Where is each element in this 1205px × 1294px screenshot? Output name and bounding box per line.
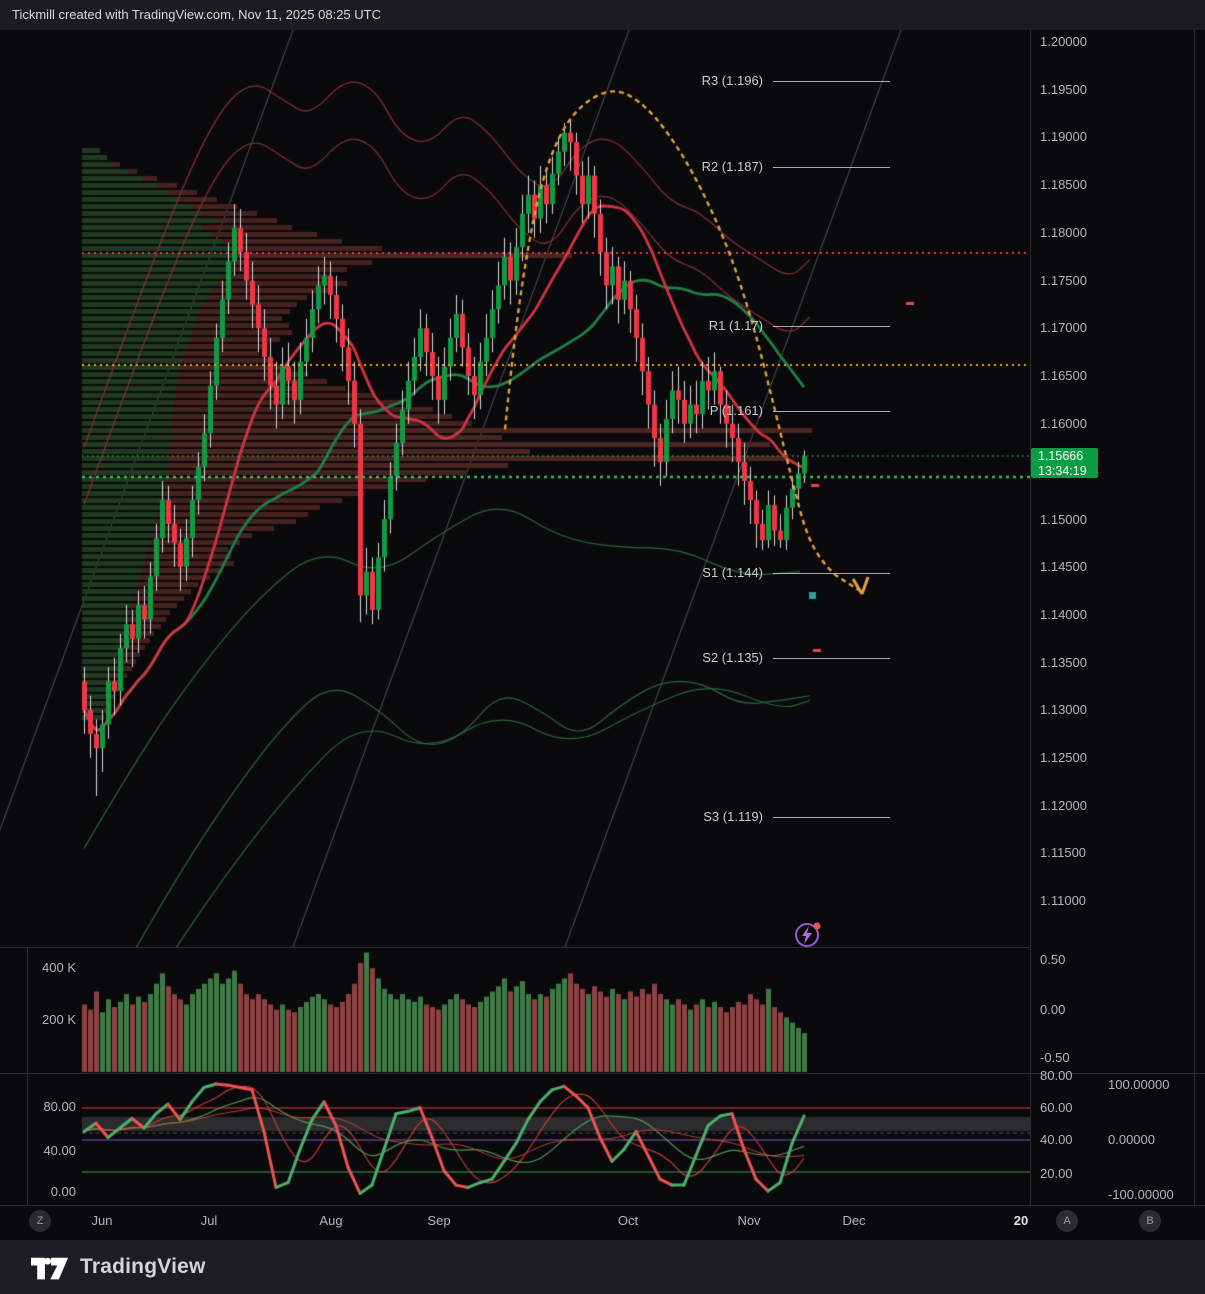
lightning-icon — [795, 922, 821, 947]
footer-bar: TradingView — [0, 1240, 1205, 1294]
price-axis-label: 1.11000 — [1040, 893, 1087, 908]
pivot-line — [773, 817, 890, 818]
volume-right-scale-label: 0.50 — [1040, 952, 1066, 967]
price-axis-label: 1.18000 — [1040, 225, 1087, 240]
pivot-label: R2 (1.187) — [701, 159, 763, 174]
price-axis-label: 1.13000 — [1040, 702, 1087, 717]
scale-a-button-label: A — [1063, 1215, 1071, 1227]
pivot-label: R1 (1.17) — [708, 318, 763, 333]
price-axis-label: 1.16500 — [1040, 368, 1087, 383]
price-axis-label: 1.18500 — [1040, 177, 1087, 192]
oscillator-scale-label: 0.00 — [50, 1184, 76, 1199]
pivot-line — [773, 411, 890, 412]
time-axis-month-label: Aug — [319, 1213, 343, 1228]
time-axis-month-label: Oct — [617, 1213, 639, 1228]
time-axis-year-label: 20 — [1013, 1213, 1029, 1228]
oscillator-pane-separator — [0, 1073, 1205, 1074]
timezone-button[interactable]: Z — [29, 1210, 51, 1232]
tradingview-logo-icon[interactable] — [26, 1250, 70, 1284]
oscillator-right-scale-label: 60.00 — [1040, 1100, 1073, 1115]
last-price-value: 1.15666 — [1038, 449, 1084, 463]
scale-a-button[interactable]: A — [1056, 1210, 1078, 1232]
volume-scale-label: 400 K — [42, 960, 76, 975]
pivot-label: R3 (1.196) — [701, 73, 763, 88]
volume-right-scale-label: 0.00 — [1040, 1002, 1066, 1017]
oscillator-secondary-scale-label: 0.00000 — [1108, 1132, 1155, 1147]
oscillator-scale-label: 40.00 — [43, 1143, 76, 1158]
price-axis-label: 1.17000 — [1040, 320, 1087, 335]
price-axis-label: 1.19500 — [1040, 82, 1087, 97]
price-axis-label: 1.20000 — [1040, 34, 1087, 49]
stochastic-pane[interactable] — [0, 1075, 1030, 1205]
scale-b-button[interactable]: B — [1139, 1210, 1161, 1232]
tradingview-wordmark[interactable]: TradingView — [80, 1255, 206, 1278]
oscillator-right-scale-label: 80.00 — [1040, 1068, 1073, 1083]
chart-header-title: Tickmill created with TradingView.com, N… — [0, 0, 1205, 30]
price-axis-label: 1.12000 — [1040, 798, 1087, 813]
price-axis-label: 1.12500 — [1040, 750, 1087, 765]
volume-pane-separator — [0, 947, 1030, 948]
price-axis-label: 1.13500 — [1040, 655, 1087, 670]
price-axis-label: 1.14500 — [1040, 559, 1087, 574]
price-axis-label: 1.17500 — [1040, 273, 1087, 288]
time-axis-month-label: Dec — [842, 1213, 866, 1228]
pivot-line — [773, 658, 890, 659]
volume-right-scale-label: -0.50 — [1040, 1050, 1070, 1065]
oscillator-secondary-scale-label: -100.00000 — [1108, 1187, 1174, 1202]
time-axis[interactable] — [0, 1205, 1205, 1241]
time-axis-month-label: Jun — [91, 1213, 113, 1228]
last-price-badge: 1.15666 13:34:19 — [1031, 448, 1098, 478]
lightning-button[interactable] — [793, 919, 823, 949]
pivot-label: S2 (1.135) — [702, 650, 763, 665]
price-axis-label: 1.16000 — [1040, 416, 1087, 431]
price-axis-label: 1.19000 — [1040, 129, 1087, 144]
pivot-line — [773, 573, 890, 574]
pivot-line — [773, 167, 890, 168]
oscillator-scale-label: 80.00 — [43, 1099, 76, 1114]
price-scale-separator — [1030, 30, 1031, 1205]
volume-pane[interactable] — [0, 947, 1030, 1073]
time-axis-month-label: Sep — [427, 1213, 451, 1228]
time-axis-month-label: Nov — [737, 1213, 761, 1228]
main-price-chart[interactable] — [0, 30, 1030, 947]
volume-scale-label: 200 K — [42, 1012, 76, 1027]
bar-countdown: 13:34:19 — [1038, 464, 1087, 478]
timezone-button-label: Z — [36, 1215, 44, 1227]
left-scale-separator — [27, 947, 28, 1205]
pivot-label: S1 (1.144) — [702, 565, 763, 580]
oscillator-right-scale-label: 20.00 — [1040, 1166, 1073, 1181]
pivot-label: P (1.161) — [709, 403, 763, 418]
scale-b-button-label: B — [1146, 1215, 1154, 1227]
pivot-line — [773, 81, 890, 82]
price-axis-label: 1.15000 — [1040, 512, 1087, 527]
price-axis-label: 1.11500 — [1040, 845, 1087, 860]
oscillator-right-scale-label: 40.00 — [1040, 1132, 1073, 1147]
pivot-label: S3 (1.119) — [703, 809, 763, 824]
secondary-scale-separator — [1194, 30, 1195, 1205]
oscillator-secondary-scale-label: 100.00000 — [1108, 1077, 1170, 1092]
price-axis-label: 1.14000 — [1040, 607, 1087, 622]
time-axis-month-label: Jul — [200, 1213, 218, 1228]
pivot-line — [773, 326, 890, 327]
